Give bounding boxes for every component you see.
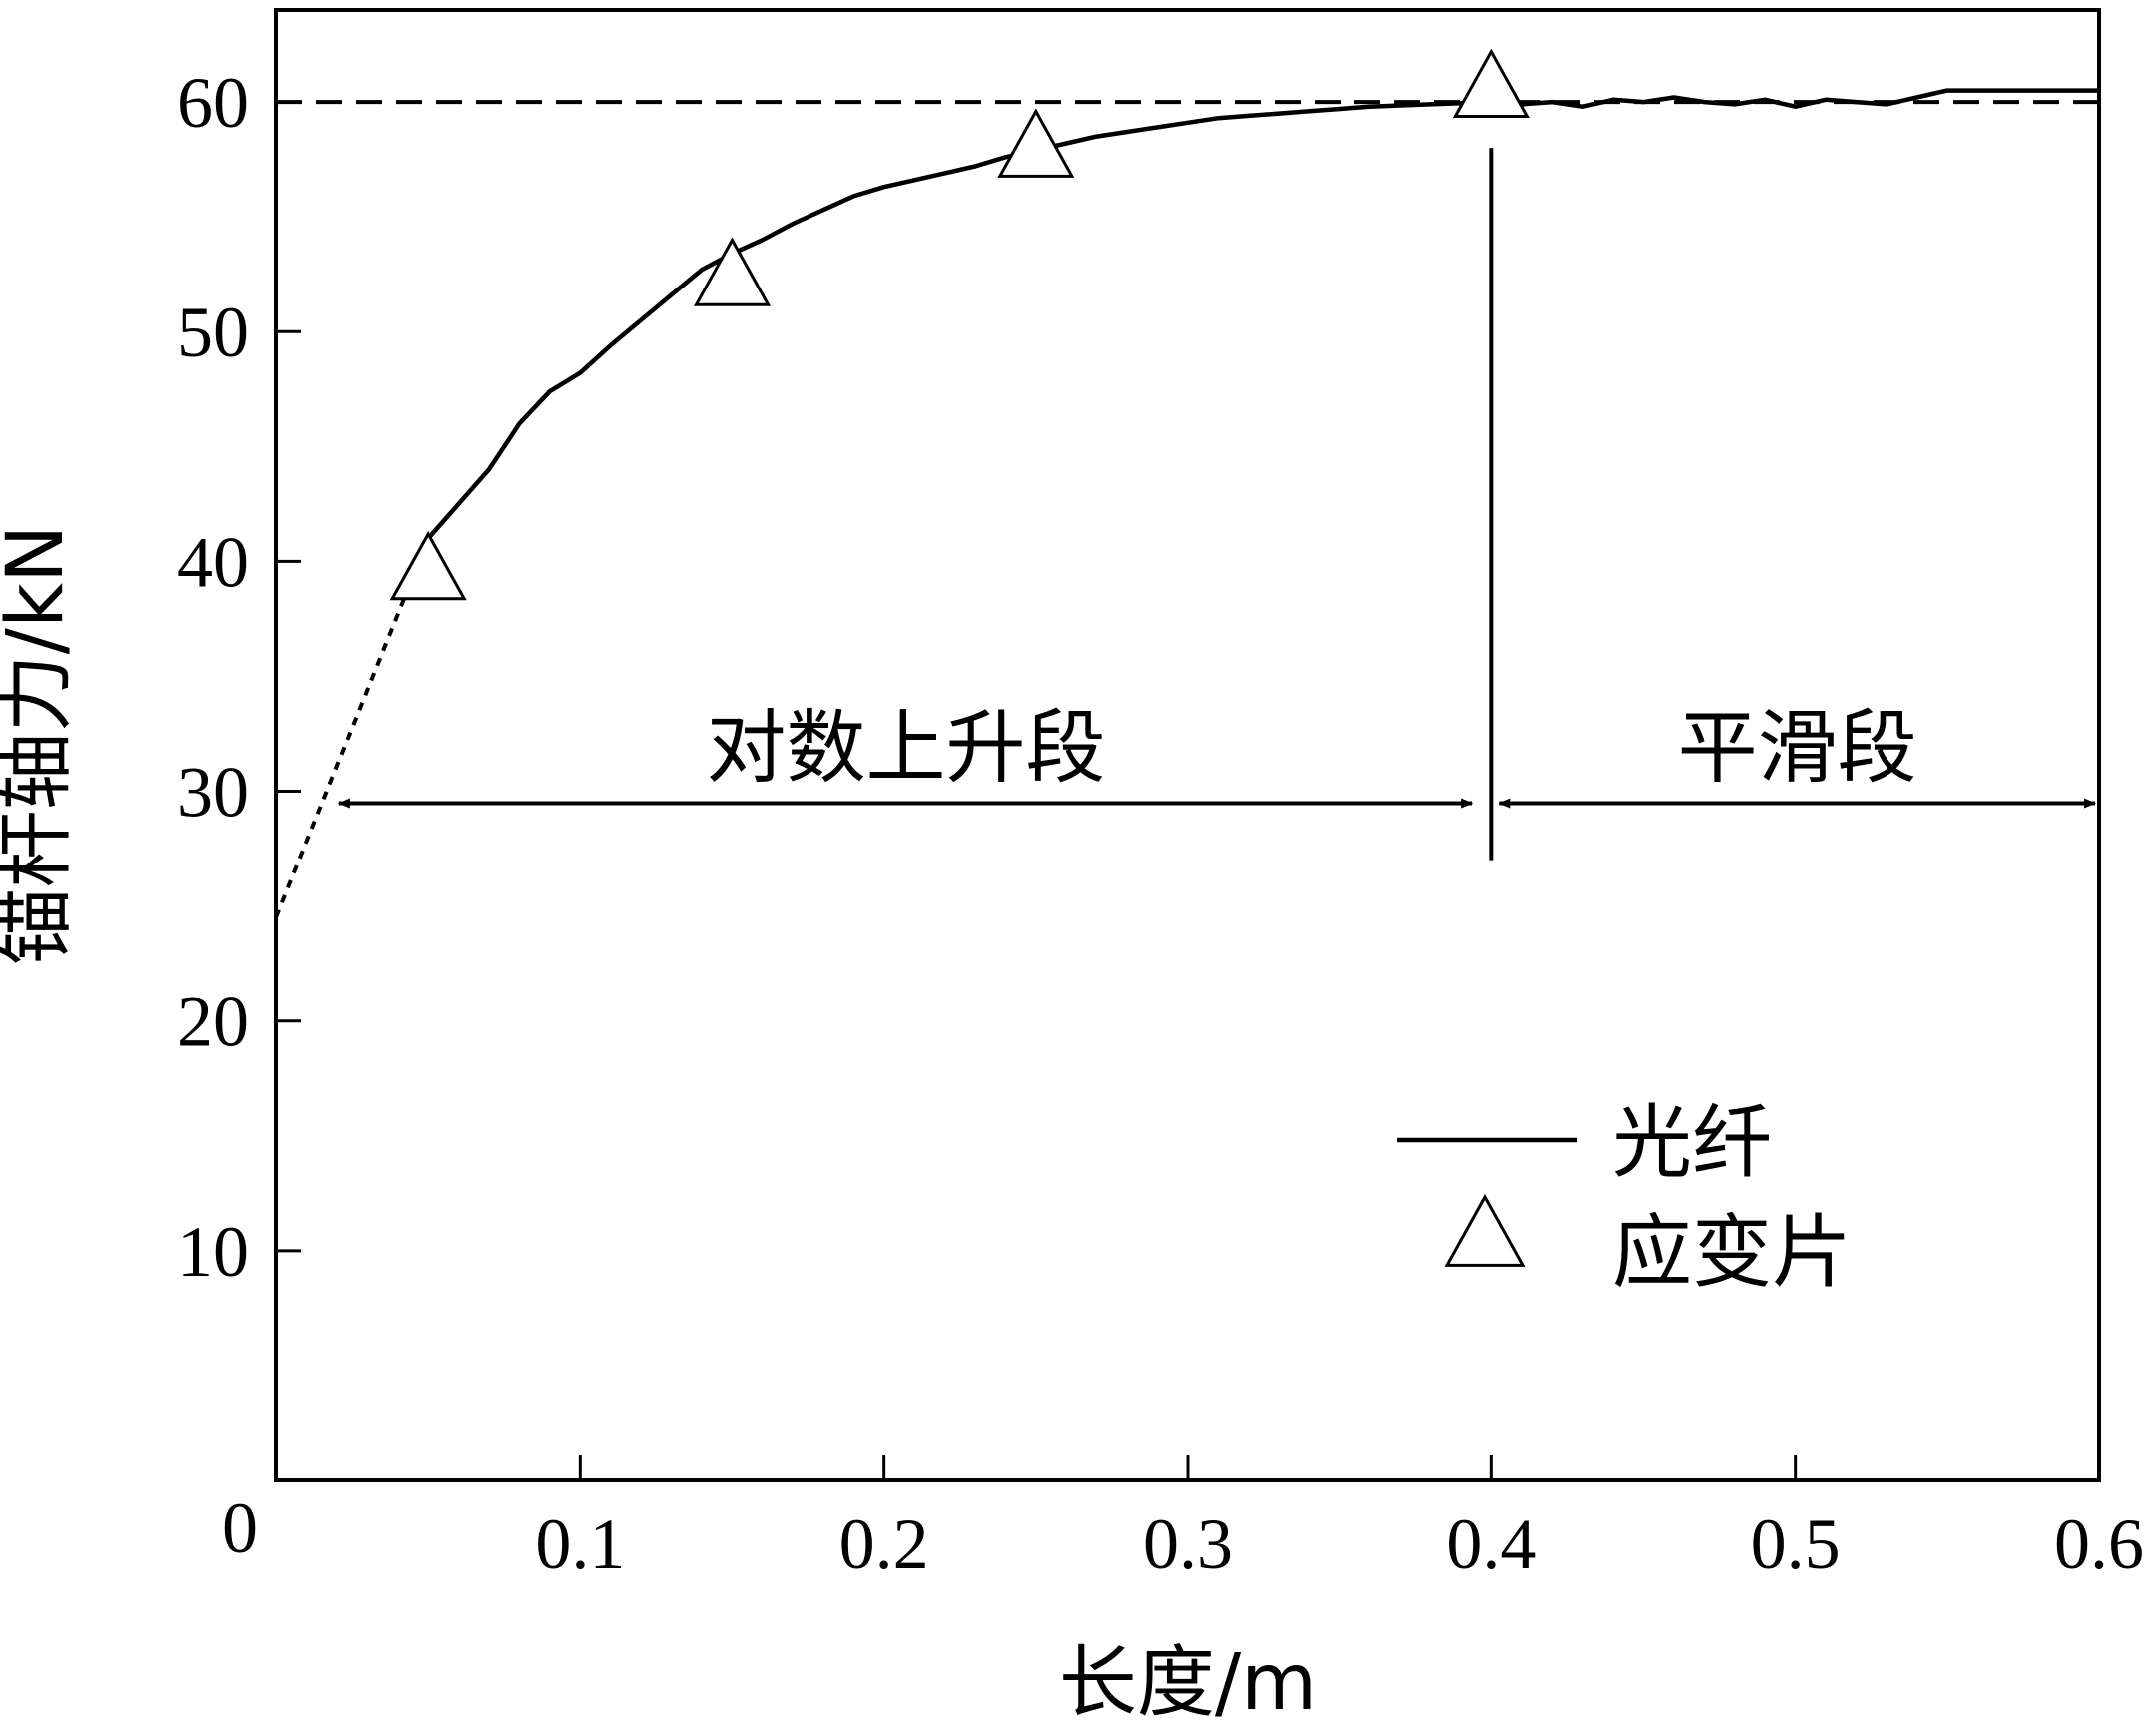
series-line-fiber <box>426 88 2099 540</box>
y-tick-label: 10 <box>177 1212 249 1292</box>
y-tick-label: 60 <box>177 63 249 143</box>
origin-label: 0 <box>222 1488 258 1568</box>
segment-label: 对数上升段 <box>706 702 1105 795</box>
reference-lines <box>274 100 2099 918</box>
x-tick-label: 0.1 <box>535 1504 625 1584</box>
axes: 0.1 0.2 0.3 0.4 0.5 0.6 10 20 30 40 50 60 0 长度/m 锚杆轴力/… <box>0 63 2144 1727</box>
x-tick-label: 0.4 <box>1446 1504 1536 1584</box>
y-tick-label: 40 <box>177 522 249 602</box>
strain-gauge-marker <box>1452 48 1530 118</box>
y-tick-label: 50 <box>177 292 249 372</box>
annotations: 对数上升段 平滑段 <box>337 148 2096 861</box>
strain-gauge-marker <box>997 108 1075 178</box>
markers <box>389 48 1530 601</box>
x-tick-label: 0.2 <box>839 1504 929 1584</box>
legend-triangle-swatch <box>1444 1193 1526 1267</box>
y-axis-label: 锚杆轴力/kN <box>0 525 81 966</box>
y-tick-label: 30 <box>177 753 249 833</box>
strain-gauge-marker <box>693 237 772 306</box>
segment-label: 平滑段 <box>1678 702 1917 795</box>
x-tick-label: 0.6 <box>2054 1504 2144 1584</box>
extrapolation-dotted-line <box>274 537 431 918</box>
legend-label-fiber: 光纤 <box>1612 1096 1772 1189</box>
x-tick-label: 0.5 <box>1751 1504 1841 1584</box>
legend-label-strain-gauge: 应变片 <box>1612 1206 1852 1299</box>
x-tick-label: 0.3 <box>1143 1504 1233 1584</box>
strain-gauge-marker <box>389 530 467 601</box>
y-tick-label: 20 <box>177 982 249 1062</box>
series <box>426 88 2099 540</box>
x-axis-label: 长度/m <box>1059 1638 1317 1727</box>
